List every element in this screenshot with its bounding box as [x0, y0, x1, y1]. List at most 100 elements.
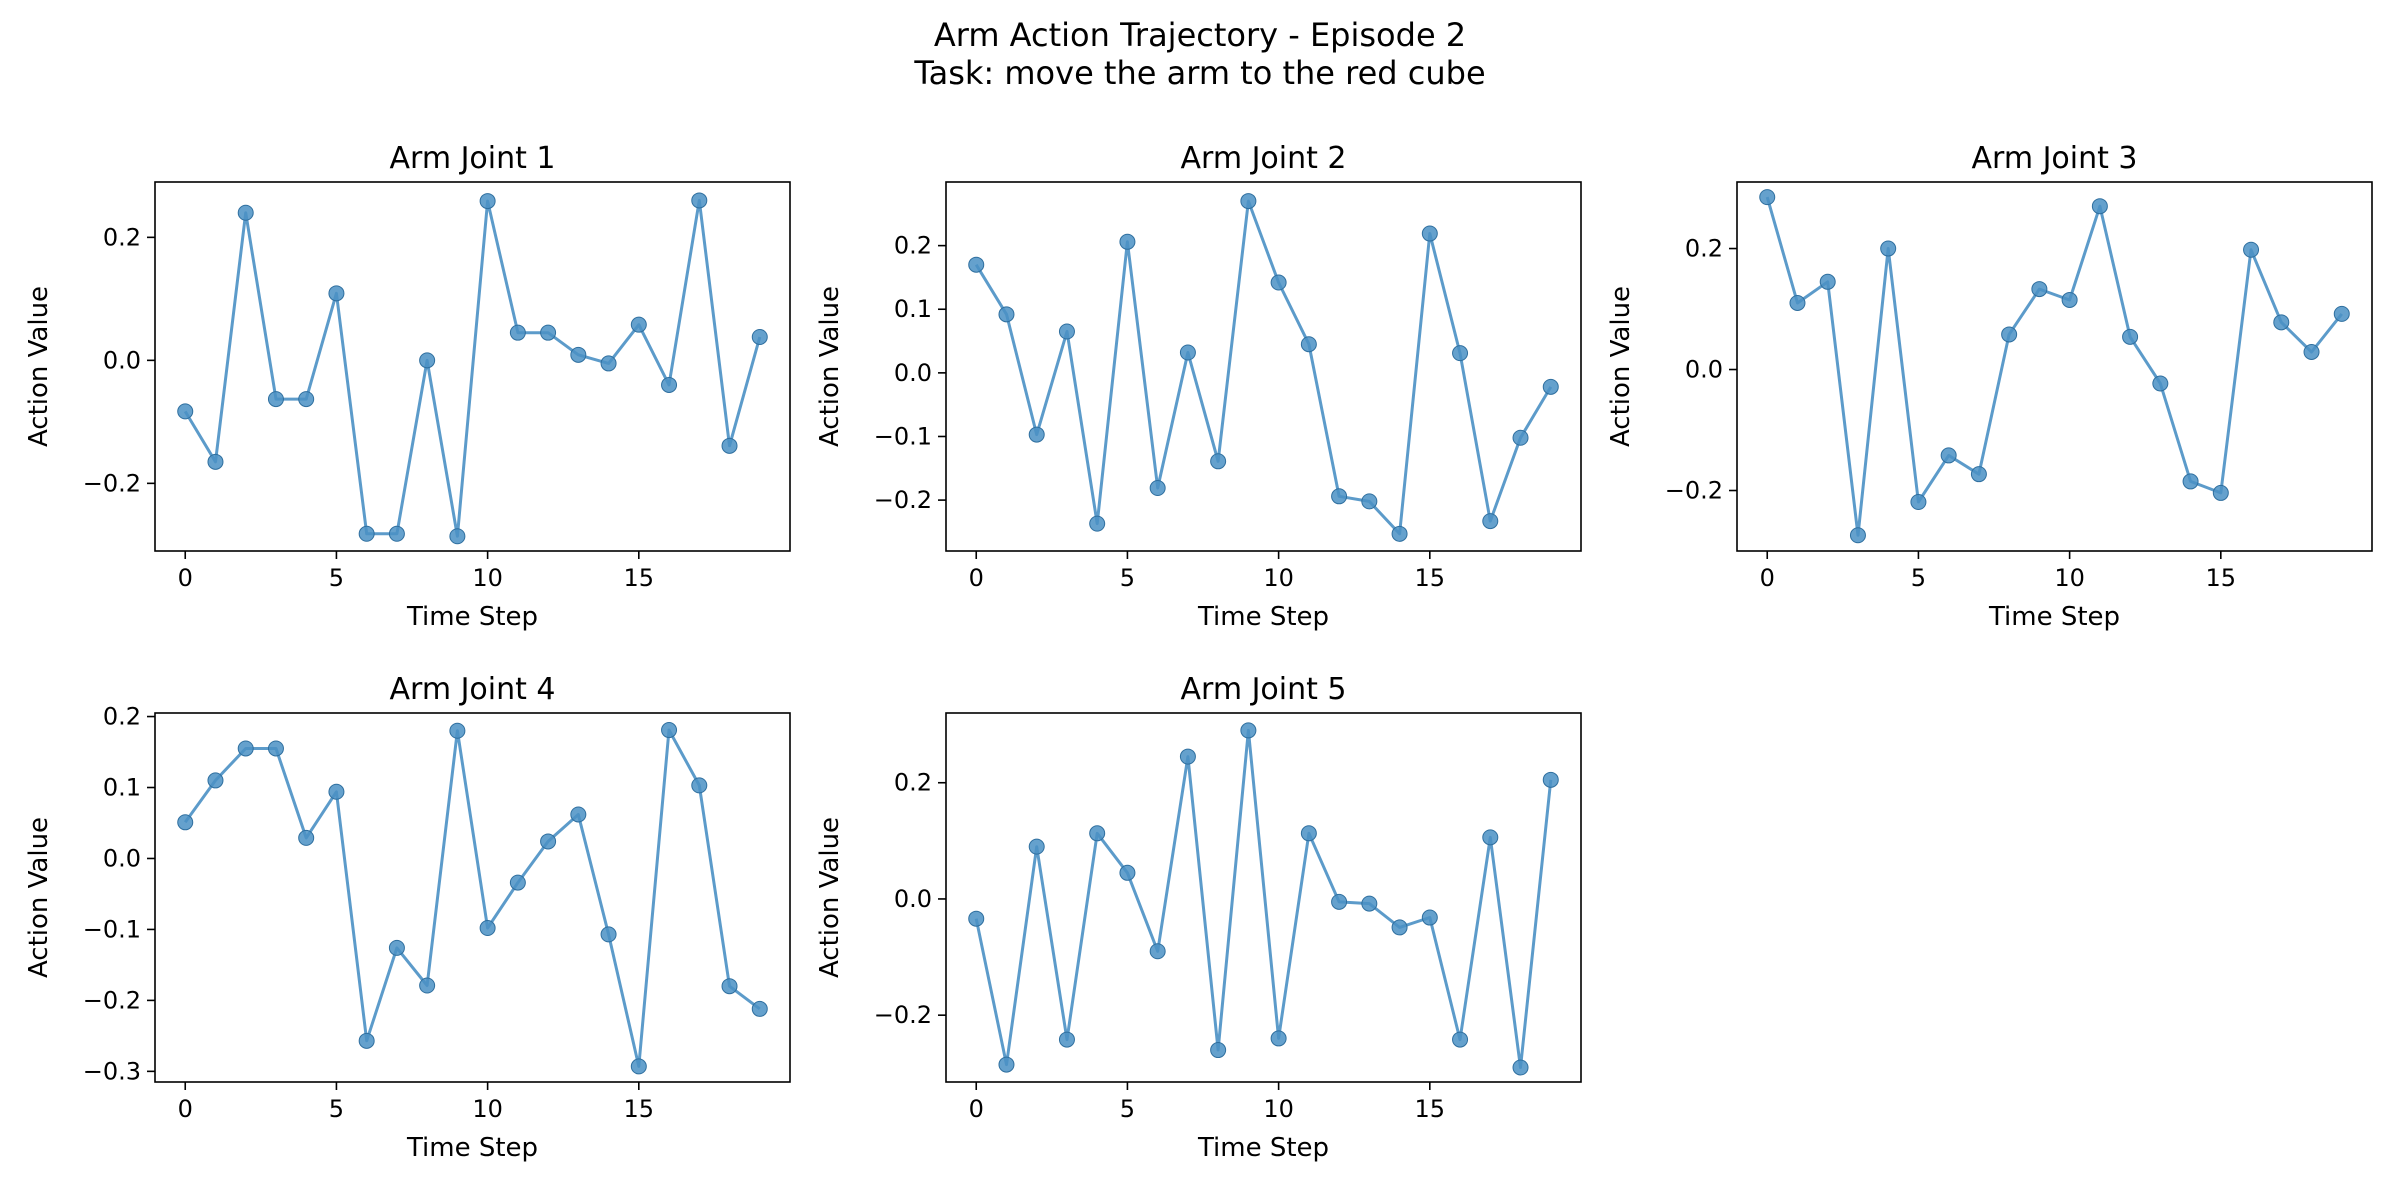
x-tick-label: 15 — [1415, 564, 1446, 592]
y-tick-label: 0.0 — [894, 359, 932, 387]
data-point — [449, 722, 466, 739]
data-point — [207, 453, 224, 470]
y-tick-label: 0.2 — [894, 769, 932, 797]
data-point — [267, 740, 284, 757]
series-line — [974, 728, 1553, 1069]
data-point — [388, 939, 405, 956]
subplot-4: Arm Joint 4 0 5 10 15 −0.3 −0.2 −0.1 0.0 0.1 0.2 Ti… — [24, 672, 791, 1163]
data-point — [1300, 825, 1317, 842]
data-point — [177, 403, 194, 420]
x-tick-label: 0 — [1760, 564, 1775, 592]
y-axis-label: Action Value — [24, 817, 54, 978]
y-axis-label: Action Value — [1606, 286, 1636, 447]
data-point — [570, 346, 587, 363]
subplot-title: Arm Joint 3 — [1971, 141, 2137, 176]
x-axis-label: Time Step — [1197, 602, 1329, 632]
data-point — [1119, 864, 1136, 881]
data-point — [237, 740, 254, 757]
data-point — [968, 256, 985, 273]
data-point — [1089, 515, 1106, 532]
data-point — [1940, 447, 1957, 464]
data-point — [1542, 378, 1559, 395]
data-point — [1789, 294, 1806, 311]
x-tick-label: 10 — [1263, 564, 1294, 592]
data-point — [1240, 722, 1257, 739]
data-point — [1210, 1042, 1227, 1059]
data-point — [298, 829, 315, 846]
data-point — [1759, 189, 1776, 206]
data-point — [1452, 1031, 1469, 1048]
y-tick-label: 0.2 — [1685, 235, 1723, 263]
data-point — [1058, 1031, 1075, 1048]
data-point — [1149, 943, 1166, 960]
x-axis-label: Time Step — [1197, 1133, 1329, 1163]
data-point — [1331, 893, 1348, 910]
x-tick-label: 15 — [624, 564, 655, 592]
data-point — [449, 528, 466, 545]
data-point — [328, 783, 345, 800]
data-point — [1512, 429, 1529, 446]
axes-frame — [945, 181, 1582, 552]
data-point — [570, 806, 587, 823]
x-tick-label: 15 — [1415, 1095, 1446, 1123]
series-line — [183, 198, 762, 538]
data-point — [1058, 323, 1075, 340]
x-tick-label: 15 — [2206, 564, 2237, 592]
data-point — [2001, 326, 2018, 343]
y-axis-label: Action Value — [24, 286, 54, 447]
data-point — [1849, 527, 1866, 544]
x-tick-label: 5 — [329, 564, 344, 592]
data-point — [509, 874, 526, 891]
subplot-title: Arm Joint 4 — [389, 672, 555, 707]
data-point — [267, 391, 284, 408]
data-point — [630, 1058, 647, 1075]
data-point — [479, 193, 496, 210]
data-point — [2091, 198, 2108, 215]
y-tick-label: 0.0 — [1685, 356, 1723, 384]
axes-frame — [1736, 181, 2373, 552]
data-point — [691, 777, 708, 794]
data-point — [1421, 225, 1438, 242]
subplot-5: Arm Joint 5 0 5 10 15 −0.2 0.0 0.2 Time Step Acti… — [815, 672, 1582, 1163]
axes-frame — [154, 181, 791, 552]
data-point — [1970, 466, 1987, 483]
y-tick-label: −0.2 — [874, 486, 932, 514]
data-point — [2061, 291, 2078, 308]
data-point — [388, 525, 405, 542]
data-point — [2182, 473, 2199, 490]
data-point — [2273, 314, 2290, 331]
data-point — [207, 772, 224, 789]
data-point — [237, 204, 254, 221]
figure-subtitle: Task: move the arm to the red cube — [914, 54, 1486, 92]
data-point — [2122, 328, 2139, 345]
data-point — [1391, 919, 1408, 936]
x-tick-label: 10 — [2054, 564, 2085, 592]
data-point — [298, 391, 315, 408]
y-tick-label: 0.1 — [103, 774, 141, 802]
data-point — [328, 285, 345, 302]
data-point — [968, 910, 985, 927]
x-tick-label: 10 — [472, 564, 503, 592]
data-point — [1270, 274, 1287, 291]
axes-frame — [945, 712, 1582, 1083]
data-point — [1331, 488, 1348, 505]
x-tick-label: 0 — [178, 1095, 193, 1123]
x-tick-label: 5 — [329, 1095, 344, 1123]
data-point — [1542, 771, 1559, 788]
data-point — [1028, 838, 1045, 855]
data-point — [1880, 240, 1897, 257]
data-point — [1179, 344, 1196, 361]
data-point — [2152, 375, 2169, 392]
y-tick-label: 0.1 — [894, 295, 932, 323]
data-point — [1819, 273, 1836, 290]
subplot-3: Arm Joint 3 0 5 10 15 −0.2 0.0 0.2 Time Step Acti… — [1606, 141, 2373, 632]
subplot-title: Arm Joint 5 — [1180, 672, 1346, 707]
data-point — [419, 977, 436, 994]
y-tick-label: 0.2 — [103, 703, 141, 731]
x-tick-label: 0 — [969, 1095, 984, 1123]
series-line — [183, 728, 761, 1068]
data-point — [1910, 494, 1927, 511]
data-point — [479, 920, 496, 937]
subplot-title: Arm Joint 2 — [1180, 141, 1346, 176]
